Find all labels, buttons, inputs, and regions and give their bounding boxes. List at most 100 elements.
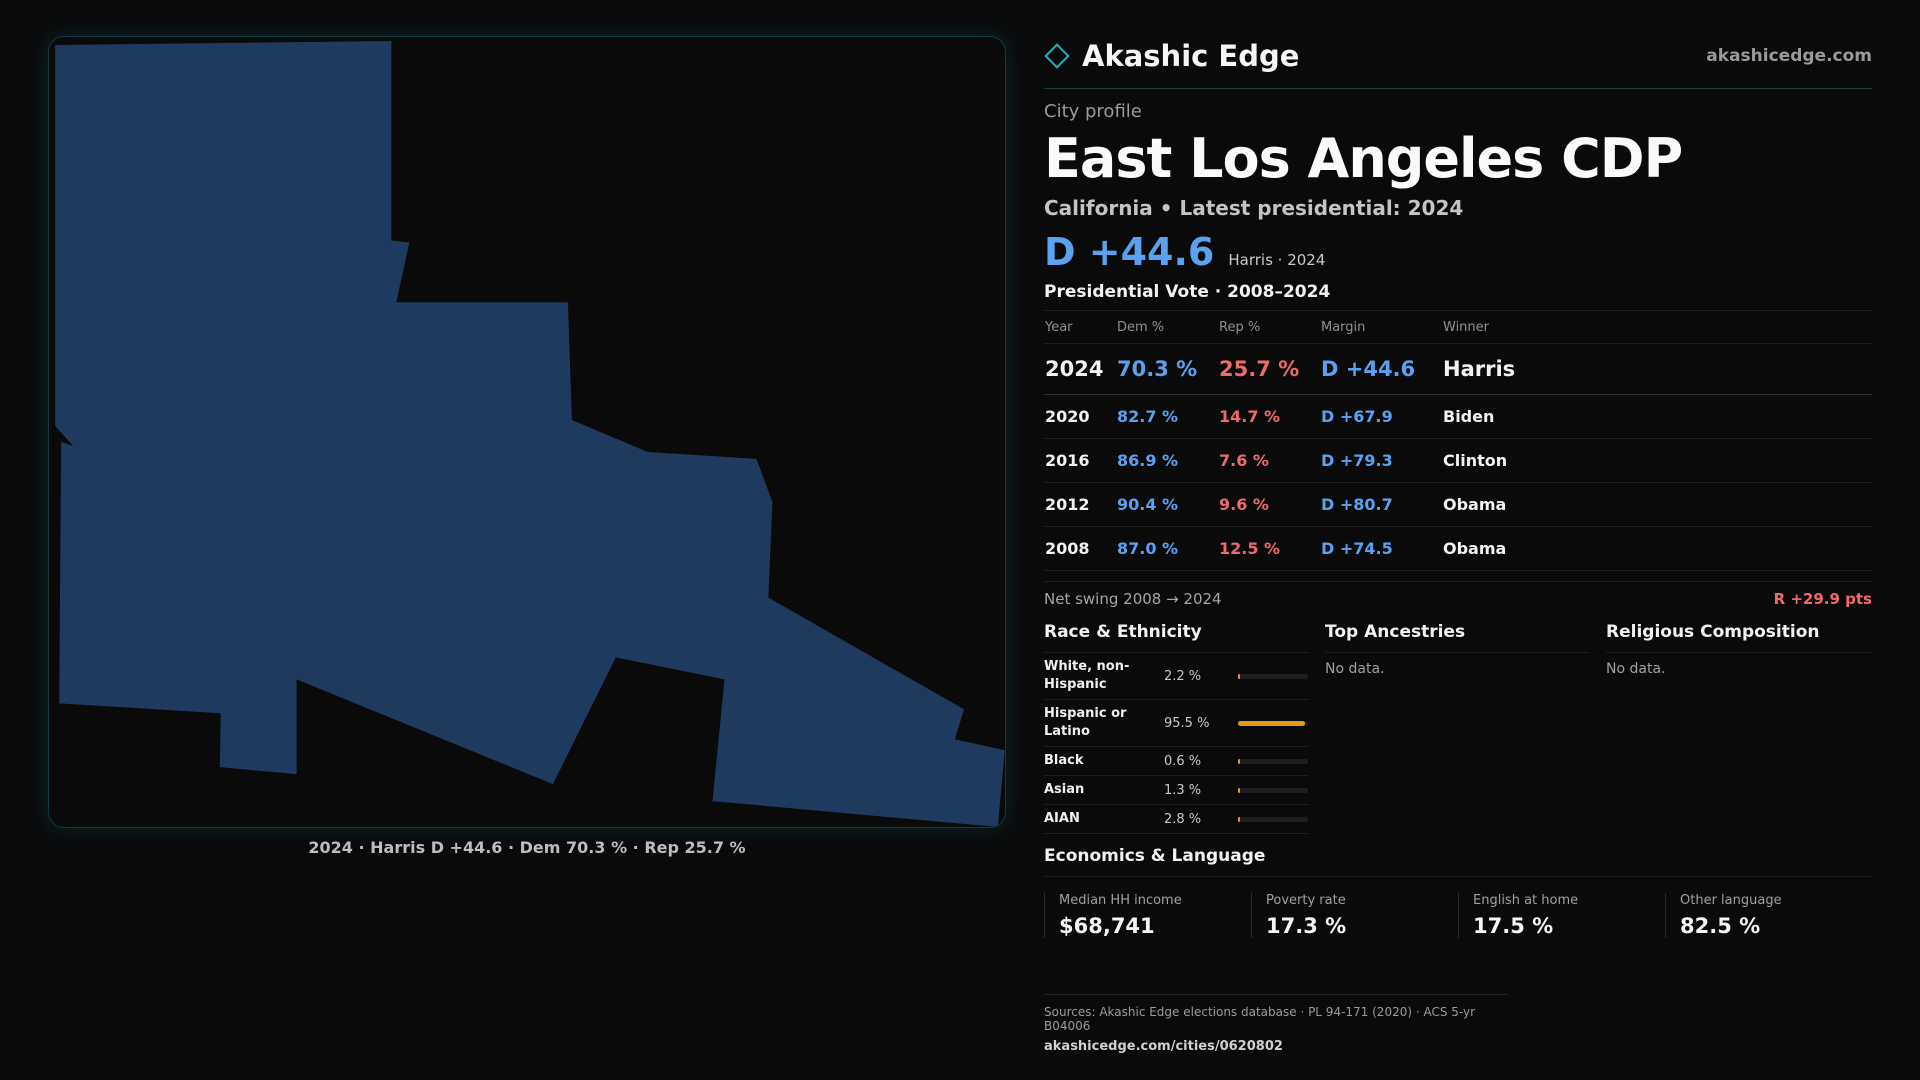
year-cell: 2020 [1044, 394, 1116, 439]
economics-title: Economics & Language [1044, 846, 1872, 877]
race-name: White, non-Hispanic [1044, 659, 1130, 692]
ancestries-empty: No data. [1325, 661, 1385, 677]
religion-section: Religious Composition No data. [1606, 622, 1871, 834]
headline-margin: D +44.6 [1044, 230, 1215, 274]
net-swing: Net swing 2008 → 2024 R +29.9 pts [1044, 581, 1872, 608]
dem-cell: 87.0 % [1116, 526, 1218, 571]
sources-note: Sources: Akashic Edge elections database… [1044, 1005, 1476, 1033]
headline-note: Harris · 2024 [1228, 251, 1326, 269]
vote-table-header: Year Dem % Rep % Margin Winner [1044, 311, 1872, 344]
rep-cell: 12.5 % [1218, 526, 1320, 571]
rep-cell: 7.6 % [1218, 438, 1320, 483]
table-row: 2016 86.9 % 7.6 % D +79.3 Clinton [1044, 438, 1872, 483]
col-dem: Dem % [1116, 311, 1218, 344]
race-bar-fill [1238, 758, 1240, 764]
stat-poverty-rate: Poverty rate 17.3 % [1251, 893, 1458, 938]
winner-cell: Obama [1442, 482, 1872, 527]
list-item: Asian 1.3 % [1044, 776, 1309, 805]
map-caption: 2024 · Harris D +44.6 · Dem 70.3 % · Rep… [308, 838, 746, 857]
vote-table: Year Dem % Rep % Margin Winner 2024 70.3… [1044, 311, 1872, 571]
year-cell: 2016 [1044, 438, 1116, 483]
race-bar [1238, 673, 1308, 679]
race-bar [1238, 758, 1308, 764]
city-boundary-shape[interactable] [55, 40, 1005, 827]
race-bar [1238, 787, 1308, 793]
margin-cell: D +79.3 [1320, 438, 1442, 483]
year-cell: 2024 [1044, 343, 1116, 395]
rep-cell: 14.7 % [1218, 394, 1320, 439]
page-kicker: City profile [1044, 101, 1142, 122]
col-year: Year [1044, 311, 1116, 344]
race-bar-fill [1238, 787, 1240, 793]
table-row: 2024 70.3 % 25.7 % D +44.6 Harris [1044, 343, 1872, 395]
profile-panel: Akashic Edge akashicedge.com City profil… [1044, 34, 1872, 938]
brand[interactable]: Akashic Edge [1044, 39, 1299, 73]
col-winner: Winner [1442, 311, 1872, 344]
rep-cell: 25.7 % [1218, 343, 1320, 395]
stat-other-language: Other language 82.5 % [1665, 893, 1872, 938]
dem-cell: 70.3 % [1116, 343, 1218, 395]
year-cell: 2012 [1044, 482, 1116, 527]
race-pct: 2.8 % [1164, 811, 1202, 827]
brand-header: Akashic Edge akashicedge.com [1044, 34, 1872, 89]
margin-cell: D +74.5 [1320, 526, 1442, 571]
list-item: Hispanic or Latino 95.5 % [1044, 700, 1309, 747]
footer: Sources: Akashic Edge elections database… [1044, 994, 1508, 1054]
race-name: Asian [1044, 782, 1085, 797]
table-row: 2020 82.7 % 14.7 % D +67.9 Biden [1044, 394, 1872, 439]
race-section: Race & Ethnicity White, non-Hispanic 2.2… [1044, 622, 1309, 834]
stat-value: 17.5 % [1473, 914, 1554, 938]
race-bar-fill [1238, 673, 1240, 679]
race-pct: 2.2 % [1164, 668, 1202, 684]
economics-grid: Median HH income $68,741 Poverty rate 17… [1044, 893, 1872, 938]
list-item: White, non-Hispanic 2.2 % [1044, 653, 1309, 700]
stat-median-income: Median HH income $68,741 [1044, 893, 1251, 938]
stat-value: 82.5 % [1680, 914, 1761, 938]
stat-value: $68,741 [1059, 914, 1155, 938]
stat-english-at-home: English at home 17.5 % [1458, 893, 1665, 938]
list-item: Black 0.6 % [1044, 747, 1309, 776]
headline-result: D +44.6 Harris · 2024 [1044, 230, 1872, 274]
margin-cell: D +80.7 [1320, 482, 1442, 527]
rep-cell: 9.6 % [1218, 482, 1320, 527]
stat-label: Other language [1680, 893, 1782, 908]
list-item: AIAN 2.8 % [1044, 805, 1309, 834]
page-subtitle: California • Latest presidential: 2024 [1044, 196, 1464, 220]
brand-name: Akashic Edge [1082, 39, 1300, 73]
table-row: 2012 90.4 % 9.6 % D +80.7 Obama [1044, 482, 1872, 527]
religion-empty: No data. [1606, 661, 1666, 677]
col-margin: Margin [1320, 311, 1442, 344]
winner-cell: Biden [1442, 394, 1872, 439]
race-name: Hispanic or Latino [1044, 706, 1127, 739]
dem-cell: 82.7 % [1116, 394, 1218, 439]
stat-label: Poverty rate [1266, 893, 1346, 908]
race-bar-fill [1238, 816, 1240, 822]
site-link[interactable]: akashicedge.com [1706, 46, 1872, 66]
race-title: Race & Ethnicity [1044, 622, 1309, 653]
margin-cell: D +67.9 [1320, 394, 1442, 439]
page-title: East Los Angeles CDP [1044, 127, 1683, 190]
race-pct: 0.6 % [1164, 753, 1202, 769]
race-pct: 95.5 % [1164, 715, 1210, 731]
table-row: 2008 87.0 % 12.5 % D +74.5 Obama [1044, 526, 1872, 571]
margin-cell: D +44.6 [1320, 343, 1442, 395]
ancestries-section: Top Ancestries No data. [1325, 622, 1590, 834]
map-card[interactable] [48, 36, 1006, 828]
winner-cell: Obama [1442, 526, 1872, 571]
winner-cell: Clinton [1442, 438, 1872, 483]
demographics: Race & Ethnicity White, non-Hispanic 2.2… [1044, 622, 1872, 834]
race-bar-fill [1238, 720, 1305, 726]
swing-label: Net swing 2008 → 2024 [1044, 590, 1222, 608]
stat-value: 17.3 % [1266, 914, 1347, 938]
race-name: Black [1044, 753, 1084, 768]
race-bar [1238, 816, 1308, 822]
winner-cell: Harris [1442, 343, 1872, 395]
dem-cell: 86.9 % [1116, 438, 1218, 483]
dem-cell: 90.4 % [1116, 482, 1218, 527]
page-link[interactable]: akashicedge.com/cities/0620802 [1044, 1039, 1283, 1054]
city-boundary-map[interactable] [49, 37, 1005, 827]
diamond-logo-icon [1044, 43, 1070, 69]
race-name: AIAN [1044, 811, 1080, 826]
race-pct: 1.3 % [1164, 782, 1202, 798]
ancestries-title: Top Ancestries [1325, 622, 1590, 653]
